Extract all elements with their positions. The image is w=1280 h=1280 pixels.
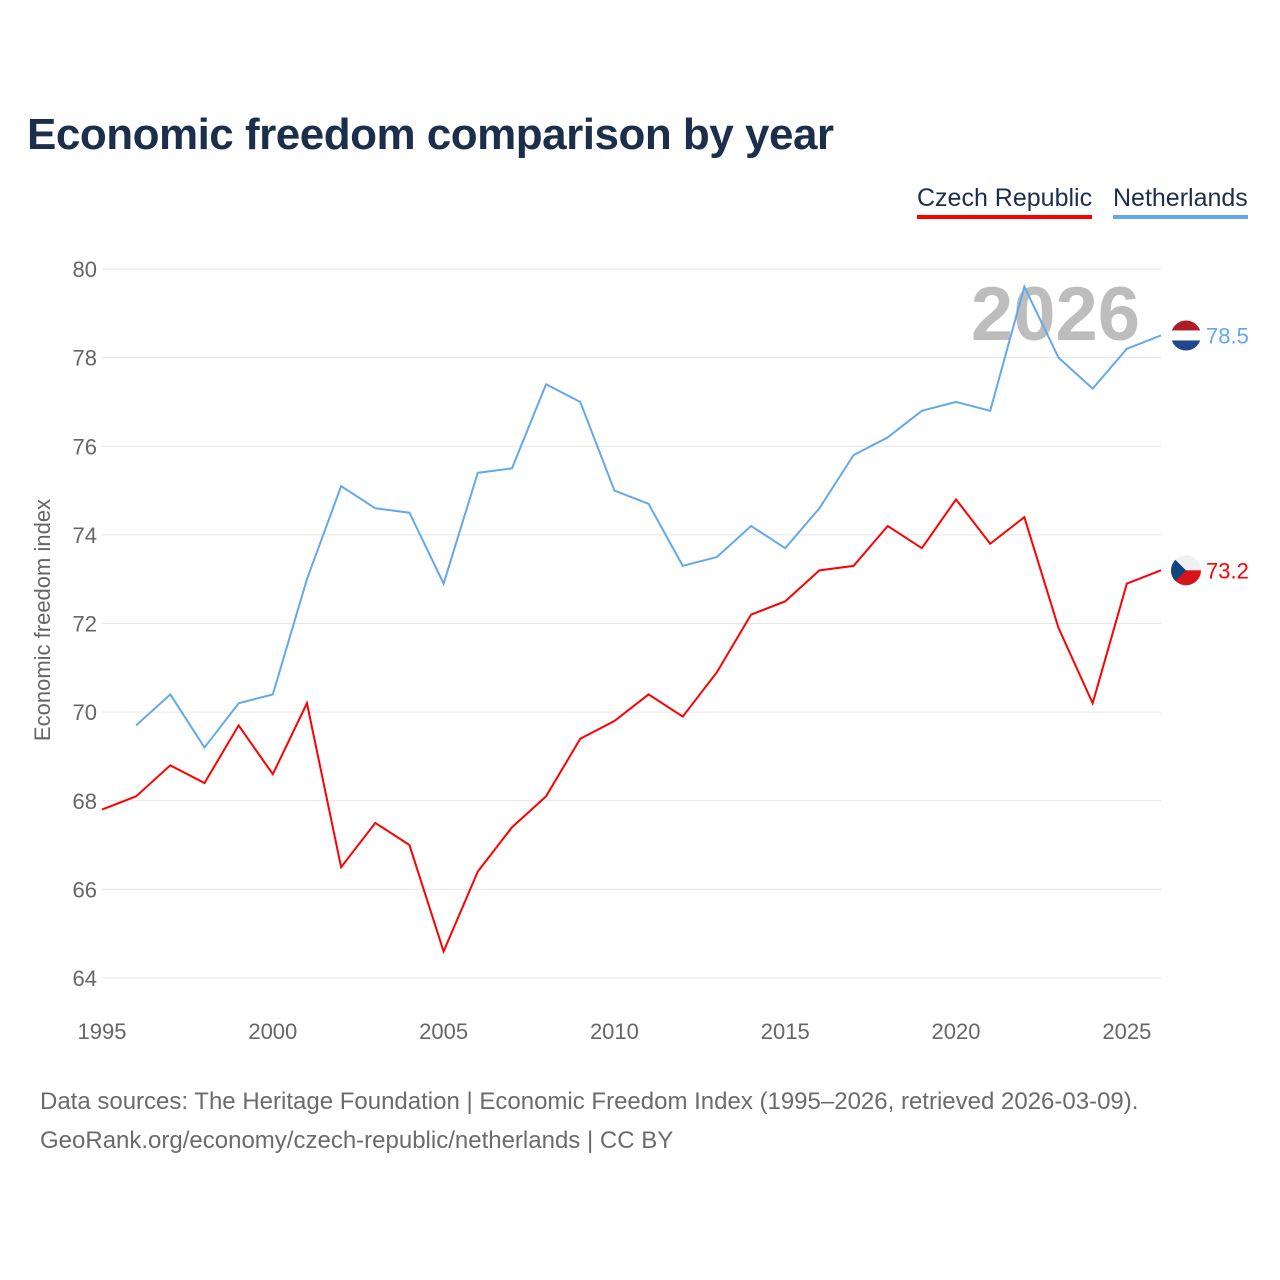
- y-tick-label: 72: [73, 612, 97, 637]
- y-tick-label: 76: [73, 434, 97, 459]
- y-axis-label: Economic freedom index: [30, 499, 55, 741]
- series-line-czech-republic: [101, 497, 1162, 955]
- legend-czech-republic[interactable]: Czech Republic: [917, 184, 1093, 219]
- y-tick-label: 70: [73, 700, 97, 725]
- end-value-label: 78.5: [1206, 323, 1249, 348]
- x-tick-label: 2005: [419, 1019, 468, 1044]
- line-chart: 64 66 68 70 72 74 76 78 80 1995 2000 2005 2010 2015 20…: [30, 257, 1249, 1044]
- chart-title: Economic freedom comparison by year: [27, 110, 834, 159]
- y-tick-label: 64: [73, 966, 97, 991]
- y-tick-label: 68: [73, 789, 97, 814]
- source-line-1: Data sources: The Heritage Foundation | …: [40, 1088, 1139, 1115]
- x-tick-label: 2020: [932, 1019, 981, 1044]
- x-tick-label: 2000: [248, 1019, 297, 1044]
- x-tick-label: 2010: [590, 1019, 639, 1044]
- x-tick-label: 2025: [1102, 1019, 1151, 1044]
- end-value-label: 73.2: [1206, 558, 1249, 583]
- czech-flag-icon: [1171, 555, 1201, 586]
- y-tick-label: 66: [73, 877, 97, 902]
- y-tick-label: 78: [73, 346, 97, 371]
- x-tick-label: 1995: [78, 1019, 127, 1044]
- y-tick-label: 74: [73, 523, 97, 548]
- series-line-netherlands: [135, 283, 1162, 750]
- legend-netherlands[interactable]: Netherlands: [1113, 184, 1248, 219]
- year-watermark: 2026: [971, 272, 1140, 357]
- netherlands-flag-icon: [1171, 320, 1201, 351]
- x-tick-label: 2015: [761, 1019, 810, 1044]
- y-tick-label: 80: [73, 257, 97, 282]
- source-line-2[interactable]: GeoRank.org/economy/czech-republic/nethe…: [40, 1127, 674, 1154]
